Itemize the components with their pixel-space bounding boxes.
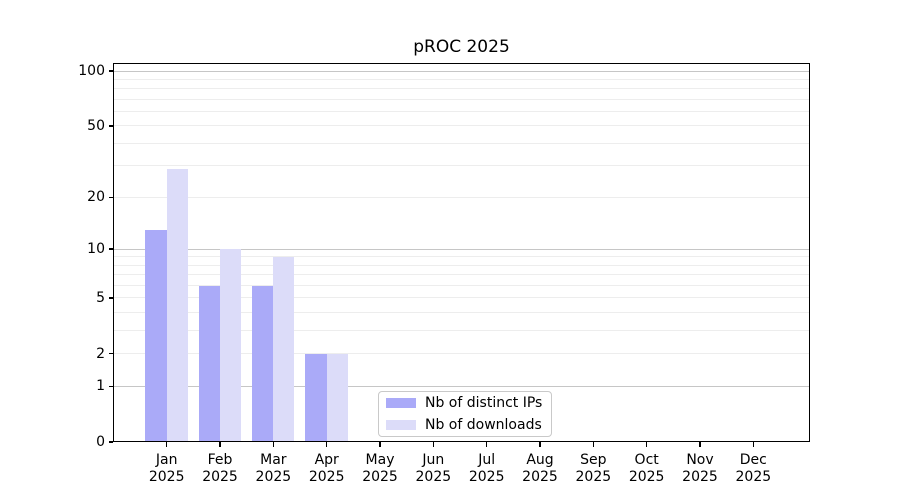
x-tick-label: Oct 2025 (628, 452, 665, 485)
x-tick-label: Mar 2025 (255, 452, 292, 485)
y-tick-mark (108, 70, 113, 72)
y-tick-mark (108, 352, 113, 355)
legend: Nb of distinct IPs Nb of downloads (378, 391, 552, 437)
bar-ips-apr (305, 353, 327, 442)
x-tick-label: Dec 2025 (735, 452, 772, 485)
y-tick-mark (108, 385, 113, 388)
x-tick-label: May 2025 (362, 452, 398, 485)
legend-item-distinct-ips: Nb of distinct IPs (379, 392, 551, 414)
bar-downloads-feb (220, 249, 242, 442)
legend-swatch-distinct-ips (386, 397, 416, 409)
gridline-minor (113, 98, 810, 100)
x-tick-mark (325, 442, 328, 447)
gridline-minor (113, 78, 810, 80)
gridline-minor (113, 165, 810, 167)
y-tick-label: 2 (96, 345, 105, 362)
x-tick-mark (165, 442, 168, 447)
y-tick-mark (108, 196, 113, 198)
y-tick-mark (108, 248, 113, 250)
gridline-major (113, 385, 810, 387)
y-tick-label: 100 (78, 63, 105, 79)
gridline-minor (113, 264, 810, 266)
x-tick-mark (219, 442, 221, 447)
legend-swatch-downloads (386, 419, 416, 431)
x-tick-mark (699, 442, 701, 447)
legend-item-downloads: Nb of downloads (379, 414, 551, 436)
y-tick-label: 20 (87, 189, 105, 206)
bar-ips-feb (198, 285, 221, 442)
x-tick-mark (752, 442, 755, 447)
gridline-major (113, 248, 810, 250)
gridline-minor (113, 142, 810, 144)
y-tick-label: 1 (96, 378, 105, 395)
x-tick-mark (432, 442, 435, 447)
gridline-minor (113, 285, 810, 287)
y-tick-mark (108, 125, 113, 127)
gridline-minor (113, 256, 810, 258)
x-tick-mark (272, 442, 275, 447)
gridline-minor (113, 111, 810, 113)
gridline-minor (113, 274, 810, 276)
gridline-minor (113, 330, 810, 332)
gridline-minor (113, 312, 810, 314)
gridline-minor (113, 353, 810, 355)
x-tick-mark (379, 442, 381, 447)
y-tick-mark (108, 441, 113, 443)
x-tick-label: Jan 2025 (148, 452, 185, 485)
chart-title: pROC 2025 (413, 37, 510, 57)
bar-downloads-apr (326, 353, 348, 442)
y-tick-mark (108, 297, 113, 299)
x-tick-label: Jun 2025 (415, 452, 452, 485)
legend-label: Nb of distinct IPs (425, 395, 543, 411)
y-tick-label: 0 (96, 434, 105, 450)
gridline-minor (113, 88, 810, 90)
y-tick-label: 5 (96, 289, 105, 306)
x-tick-label: Feb 2025 (202, 452, 238, 485)
gridline-minor (113, 196, 810, 198)
x-tick-label: Apr 2025 (308, 452, 345, 485)
x-tick-label: Jul 2025 (468, 452, 505, 485)
y-tick-label: 50 (87, 117, 105, 134)
x-tick-label: Aug 2025 (522, 452, 558, 485)
legend-label: Nb of downloads (425, 417, 542, 433)
gridline-major (113, 70, 810, 72)
bar-downloads-mar (273, 256, 295, 442)
x-tick-label: Sep 2025 (575, 452, 612, 485)
x-tick-mark (645, 442, 648, 447)
bar-ips-mar (252, 285, 274, 442)
x-tick-mark (485, 442, 488, 447)
bar-downloads-jan (166, 168, 188, 442)
x-tick-mark (592, 442, 595, 447)
bar-ips-jan (145, 229, 167, 442)
x-tick-label: Nov 2025 (682, 452, 718, 485)
gridline-minor (113, 125, 810, 127)
gridline-minor (113, 297, 810, 299)
y-tick-label: 10 (87, 241, 105, 258)
x-tick-mark (539, 442, 541, 447)
